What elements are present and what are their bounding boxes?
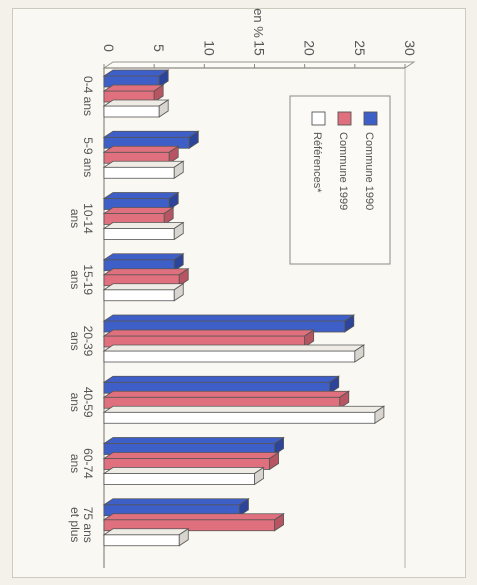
x-tick-label-line: ans bbox=[68, 454, 82, 473]
x-tick-label: 5-9 ans bbox=[81, 137, 95, 177]
bar-top-face bbox=[102, 405, 386, 413]
x-tick-label-line: 40-59 bbox=[81, 387, 95, 418]
bar-end-face bbox=[173, 160, 184, 179]
x-tick-label: 15-19ans bbox=[68, 264, 95, 295]
x-tick-label-line: 0-4 ans bbox=[81, 76, 95, 116]
x-tick-label-line: 75 ans bbox=[81, 507, 95, 543]
x-tick-label-line: ans bbox=[68, 270, 82, 289]
bar-top-face bbox=[102, 437, 285, 444]
y-tick-label: 10 bbox=[201, 40, 217, 56]
bar-top-face bbox=[102, 160, 185, 168]
bar-end-face bbox=[269, 451, 279, 471]
bar-top-face bbox=[102, 69, 170, 77]
bar-end-face bbox=[339, 390, 350, 409]
bar-end-face bbox=[188, 130, 199, 149]
x-tick-label: 60-74ans bbox=[68, 448, 95, 479]
bar-top-face bbox=[102, 467, 265, 474]
bar bbox=[103, 105, 160, 118]
y-tick-label: 25 bbox=[352, 40, 368, 56]
y-tick-label: 15 bbox=[252, 40, 268, 56]
bar-top-face bbox=[102, 528, 190, 536]
x-tick-label: 0-4 ans bbox=[81, 76, 95, 116]
bar-top-face bbox=[102, 329, 315, 337]
bar-top-face bbox=[102, 498, 250, 506]
plot-top-wall bbox=[102, 61, 416, 69]
bar-top-face bbox=[102, 99, 170, 107]
bar-top-face bbox=[102, 513, 285, 521]
x-tick-label-line: 5-9 ans bbox=[81, 137, 95, 177]
bar-end-face bbox=[254, 466, 264, 486]
bar-end-face bbox=[168, 191, 179, 211]
bar bbox=[103, 228, 175, 240]
bar-end-face bbox=[304, 329, 315, 348]
bar-top-face bbox=[102, 375, 341, 383]
legend-swatch bbox=[363, 111, 378, 126]
bar-end-face bbox=[173, 253, 184, 272]
x-tick-label-line: 60-74 bbox=[81, 448, 95, 479]
bar bbox=[103, 350, 356, 363]
bar-top-face bbox=[102, 145, 180, 153]
bar-end-face bbox=[239, 498, 249, 517]
y-tick-label: 0 bbox=[101, 44, 117, 52]
bar bbox=[103, 473, 255, 485]
bar-top-face bbox=[102, 283, 185, 291]
bar-end-face bbox=[374, 405, 385, 424]
x-tick-label-line: ans bbox=[68, 393, 82, 412]
bar-end-face bbox=[158, 69, 169, 88]
y-axis-label: en % bbox=[251, 8, 266, 38]
bar-top-face bbox=[102, 344, 366, 352]
bar-top-face bbox=[102, 84, 165, 92]
bar-end-face bbox=[173, 221, 184, 241]
legend-label: Références* bbox=[311, 132, 323, 193]
bar-end-face bbox=[274, 513, 284, 532]
x-tick-label-line: 10-14 bbox=[81, 203, 95, 234]
bar bbox=[103, 411, 376, 424]
bar-top-face bbox=[102, 390, 351, 398]
legend-label: Commune 1990 bbox=[363, 132, 375, 210]
y-tick-label: 20 bbox=[302, 40, 318, 56]
bar-end-face bbox=[168, 145, 179, 164]
bar bbox=[103, 166, 175, 179]
y-tick-label: 30 bbox=[402, 40, 418, 56]
bar-end-face bbox=[178, 268, 189, 287]
bar-top-face bbox=[102, 314, 356, 322]
bar-top-face bbox=[102, 222, 185, 229]
bar-top-face bbox=[102, 130, 200, 138]
x-tick-label-line: 20-39 bbox=[81, 326, 95, 357]
bar-top-face bbox=[102, 268, 190, 276]
bar bbox=[103, 534, 180, 547]
bar-end-face bbox=[158, 99, 169, 118]
bar-end-face bbox=[173, 283, 184, 302]
bar-end-face bbox=[329, 375, 340, 394]
bar-end-face bbox=[153, 84, 164, 103]
x-tick-label-line: ans bbox=[68, 209, 82, 228]
legend-label: Commune 1999 bbox=[337, 132, 349, 210]
x-tick-label: 40-59ans bbox=[68, 387, 95, 418]
y-tick-label: 5 bbox=[151, 44, 167, 52]
bar-top-face bbox=[102, 253, 185, 261]
bar-end-face bbox=[344, 314, 355, 333]
legend-swatch bbox=[337, 111, 352, 126]
legend-swatch bbox=[311, 111, 326, 126]
x-tick-label: 75 anset plus bbox=[68, 507, 95, 543]
bar-top-face bbox=[102, 207, 175, 214]
bar-end-face bbox=[178, 528, 189, 547]
x-tick-label: 20-39ans bbox=[68, 326, 95, 357]
bar-end-face bbox=[354, 344, 365, 363]
bar-end-face bbox=[163, 206, 174, 226]
bar-end-face bbox=[274, 436, 284, 456]
bar bbox=[103, 289, 175, 302]
x-tick-label-line: ans bbox=[68, 331, 82, 350]
x-tick-label-line: et plus bbox=[68, 507, 82, 542]
x-tick-label: 10-14ans bbox=[68, 203, 95, 234]
x-tick-label-line: 15-19 bbox=[81, 264, 95, 295]
bar-top-face bbox=[102, 452, 280, 459]
bar-top-face bbox=[102, 192, 180, 199]
